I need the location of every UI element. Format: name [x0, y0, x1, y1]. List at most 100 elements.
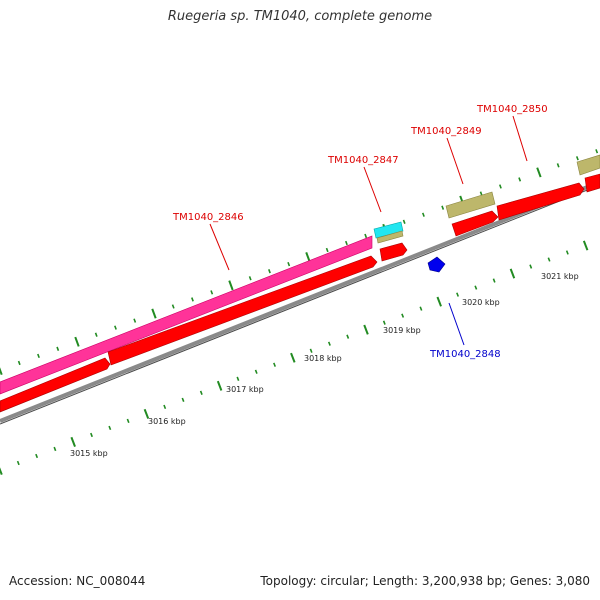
outer-tick — [345, 240, 348, 246]
genome-backbone-shadow — [0, 184, 600, 425]
feature-khaki-2850[interactable] — [576, 154, 600, 176]
ruler-tick — [199, 390, 203, 395]
outer-tick — [210, 290, 214, 295]
cds-arrow-1[interactable] — [0, 357, 111, 413]
ruler-tick — [216, 380, 223, 391]
callout-line-2849 — [446, 137, 464, 185]
cds-arrow-2850[interactable] — [496, 182, 585, 221]
gene-label-2846: TM1040_2846 — [172, 212, 244, 223]
outer-tick — [17, 360, 21, 366]
ruler-tick — [436, 296, 442, 307]
ruler-tick — [309, 348, 313, 353]
ruler-tick — [474, 285, 478, 290]
ruler-tick — [181, 397, 185, 402]
ruler-tick — [492, 278, 496, 283]
ruler-tick — [382, 320, 386, 325]
callout-line-2846 — [209, 223, 230, 271]
outer-tick — [228, 280, 234, 291]
outer-tick — [74, 336, 80, 347]
genome-backbone — [0, 180, 600, 423]
outer-tick — [94, 332, 98, 337]
ruler-tick — [565, 250, 569, 255]
outer-tick — [421, 212, 425, 217]
ruler-tick — [126, 418, 130, 424]
ruler-tick-ring — [0, 240, 589, 476]
outer-tick — [498, 184, 502, 189]
cds-arrow-2849[interactable] — [451, 210, 499, 237]
ruler-tick — [236, 376, 240, 381]
outer-tick — [0, 367, 3, 376]
callout-line-2850 — [512, 115, 528, 162]
ruler-tick — [401, 313, 405, 318]
ruler-tick — [254, 369, 258, 374]
cds-arrow-2847[interactable] — [379, 242, 408, 262]
ruler-label-3019: 3019 kbp — [383, 326, 421, 335]
outer-tick — [441, 205, 445, 210]
feature-blue-2848[interactable] — [427, 256, 446, 273]
ruler-tick — [273, 362, 276, 367]
outer-tick — [556, 163, 560, 168]
ruler-tick — [346, 334, 350, 339]
outer-tick — [191, 297, 194, 302]
ruler-tick — [90, 432, 93, 438]
ruler-tick — [327, 341, 331, 346]
outer-tick-ring — [0, 149, 599, 376]
ruler-tick — [509, 268, 516, 279]
accession-text: Accession: NC_008044 — [9, 574, 146, 588]
ruler-tick — [143, 408, 150, 419]
ruler-label-3015: 3015 kbp — [70, 449, 108, 458]
outer-tick — [479, 191, 483, 196]
outer-tick — [248, 276, 252, 281]
outer-tick — [268, 269, 271, 274]
callout-line-2848 — [448, 302, 465, 346]
ruler-tick — [547, 257, 551, 262]
cds-arrow-2846[interactable] — [107, 255, 378, 366]
outer-tick — [325, 247, 329, 253]
feature-khaki-2849[interactable] — [445, 191, 496, 219]
ruler-label-3021: 3021 kbp — [541, 272, 579, 281]
ruler-label-3017: 3017 kbp — [226, 385, 264, 394]
ruler-tick — [70, 436, 76, 447]
feature-cyan-2847[interactable] — [373, 221, 404, 239]
outer-tick — [305, 252, 311, 263]
outer-tick — [37, 353, 40, 359]
outer-tick — [595, 149, 599, 154]
ruler-label-3020: 3020 kbp — [462, 298, 500, 307]
ruler-tick — [0, 467, 3, 476]
gene-label-2847: TM1040_2847 — [327, 155, 399, 166]
outer-tick — [114, 325, 117, 330]
ruler-tick — [529, 264, 533, 269]
ruler-tick — [35, 453, 39, 459]
outer-tick — [151, 308, 157, 319]
genome-summary-text: Topology: circular; Length: 3,200,938 bp… — [260, 574, 590, 588]
ruler-tick — [108, 425, 112, 431]
outer-tick — [402, 219, 406, 224]
outer-tick — [287, 261, 291, 267]
ruler-label-3016: 3016 kbp — [148, 417, 186, 426]
outer-tick — [171, 304, 175, 309]
callout-line-2847 — [363, 166, 382, 213]
ruler-tick — [163, 404, 167, 410]
cds-arrow-next[interactable] — [584, 173, 600, 193]
ruler-tick — [16, 460, 20, 466]
outer-tick — [364, 233, 368, 239]
ruler-tick — [363, 324, 369, 335]
feature-khaki-small[interactable] — [376, 230, 404, 244]
outer-tick — [536, 167, 542, 178]
ruler-tick — [53, 446, 57, 452]
outer-tick — [518, 177, 522, 182]
feature-pink-2846[interactable] — [0, 235, 373, 395]
ruler-tick — [456, 292, 459, 297]
map-title: Ruegeria sp. TM1040, complete genome — [167, 9, 433, 24]
ruler-tick — [290, 352, 296, 363]
ruler-label-3018: 3018 kbp — [304, 354, 342, 363]
ruler-tick — [582, 240, 589, 251]
gene-label-2848: TM1040_2848 — [429, 349, 501, 360]
gene-label-2850: TM1040_2850 — [476, 104, 548, 115]
gene-label-2849: TM1040_2849 — [410, 126, 482, 137]
outer-tick — [56, 346, 60, 351]
ruler-tick — [419, 306, 423, 311]
outer-tick — [133, 318, 137, 323]
outer-tick — [575, 156, 579, 161]
